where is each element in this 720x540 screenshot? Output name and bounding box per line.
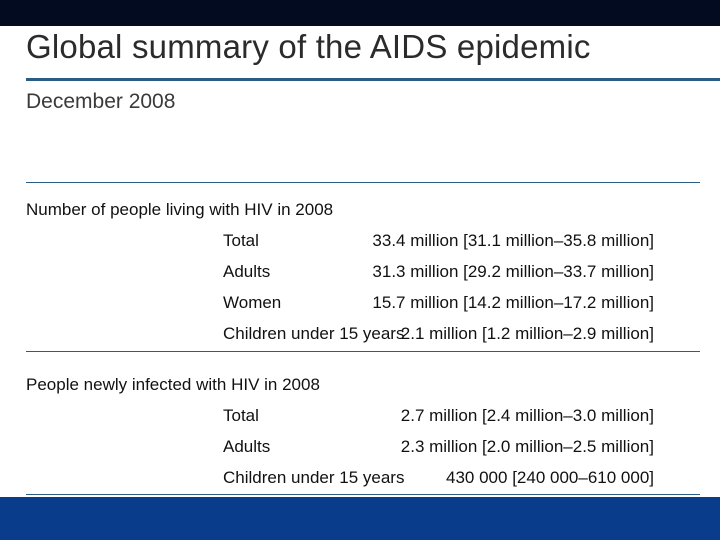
row-label-women-living: Women — [223, 293, 282, 312]
row-label-adults-new: Adults — [223, 437, 271, 456]
section-heading-living-with-hiv: Number of people living with HIV in 2008 — [26, 200, 334, 219]
row-label-adults-living: Adults — [223, 262, 271, 281]
row-label-children-living: Children under 15 years — [223, 324, 405, 343]
section-divider-top — [26, 182, 700, 183]
row-value-women-living: 15.7 million [14.2 million–17.2 million] — [372, 293, 654, 312]
section-heading-newly-infected: People newly infected with HIV in 2008 — [26, 375, 320, 394]
slide-subtitle-date: December 2008 — [26, 90, 176, 113]
row-label-children-new: Children under 15 years — [223, 468, 405, 487]
row-value-children-new: 430 000 [240 000–610 000] — [446, 468, 654, 487]
slide-title: Global summary of the AIDS epidemic — [26, 28, 591, 65]
row-label-total-living: Total — [223, 231, 259, 250]
section-divider-middle — [26, 351, 700, 352]
title-underline — [26, 78, 720, 81]
row-label-total-new: Total — [223, 406, 259, 425]
row-value-total-living: 33.4 million [31.1 million–35.8 million] — [372, 231, 654, 250]
row-value-children-living: 2.1 million [1.2 million–2.9 million] — [400, 324, 654, 343]
row-value-adults-living: 31.3 million [29.2 million–33.7 million] — [372, 262, 654, 281]
bottom-banner-bar — [0, 497, 720, 540]
row-value-adults-new: 2.3 million [2.0 million–2.5 million] — [400, 437, 654, 456]
top-banner-bar — [0, 0, 720, 26]
section-divider-bottom — [26, 494, 700, 495]
row-value-total-new: 2.7 million [2.4 million–3.0 million] — [400, 406, 654, 425]
